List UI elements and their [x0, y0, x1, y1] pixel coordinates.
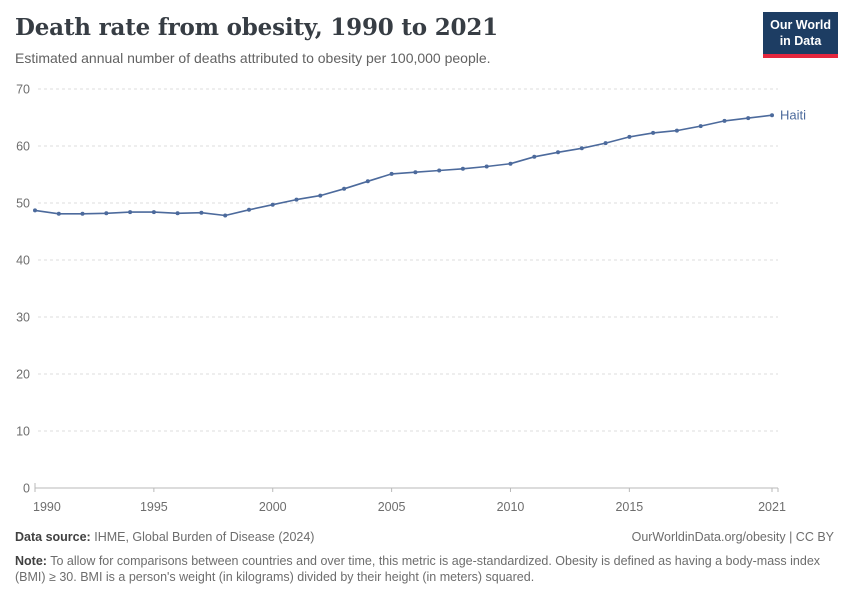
data-point	[508, 161, 513, 166]
data-point	[56, 211, 61, 216]
data-point	[413, 170, 418, 175]
y-tick-label: 0	[23, 482, 30, 496]
x-tick-label: 2000	[259, 500, 287, 514]
y-tick-label: 50	[16, 197, 30, 211]
data-point	[128, 210, 133, 215]
chart-subtitle: Estimated annual number of deaths attrib…	[15, 50, 491, 66]
x-tick-label: 2005	[378, 500, 406, 514]
chart-note: Note: To allow for comparisons between c…	[15, 554, 834, 586]
data-point	[104, 211, 109, 216]
y-tick-label: 20	[16, 368, 30, 382]
data-point	[318, 193, 323, 198]
y-tick-label: 40	[16, 254, 30, 268]
owid-logo-line2: in Data	[779, 33, 822, 48]
page-title: Death rate from obesity, 1990 to 2021	[15, 14, 498, 41]
y-tick-label: 70	[16, 83, 30, 97]
owid-logo[interactable]: Our World in Data	[763, 12, 838, 59]
chart-area: 0 10 20 30 40 50 60 70 1990 1995 2000 2005 2010 2015 2…	[0, 78, 850, 528]
data-point	[270, 202, 275, 207]
data-point	[247, 207, 251, 212]
data-source-value: IHME, Global Burden of Disease (2024)	[94, 530, 315, 544]
data-point	[80, 211, 85, 216]
data-point	[437, 168, 442, 173]
chart-footer: Data source: IHME, Global Burden of Dise…	[15, 530, 834, 586]
data-point	[175, 211, 180, 216]
data-point	[199, 210, 204, 215]
chart-note-text: To allow for comparisons between countri…	[15, 554, 821, 584]
data-line	[34, 114, 773, 217]
data-point	[365, 179, 370, 184]
data-point	[698, 124, 703, 129]
x-tick-label: 2015	[615, 500, 643, 514]
owid-logo-line1: Our World	[770, 18, 831, 32]
data-point	[651, 130, 656, 135]
data-point	[532, 154, 537, 159]
data-source-label: Data source:	[15, 530, 91, 544]
x-tick-label: 1990	[33, 500, 61, 514]
data-point	[342, 186, 347, 191]
data-point	[722, 118, 727, 123]
data-point	[484, 164, 489, 169]
data-point	[746, 116, 751, 121]
series-end-label: Haiti	[780, 108, 806, 123]
data-point	[627, 134, 632, 139]
data-point	[579, 146, 584, 151]
series-haiti: Haiti	[33, 108, 806, 218]
data-source: Data source: IHME, Global Burden of Dise…	[15, 530, 314, 544]
x-tick-label: 2010	[497, 500, 525, 514]
chart-note-label: Note:	[15, 554, 47, 568]
data-point	[33, 208, 37, 213]
data-point	[770, 113, 774, 118]
data-point	[674, 128, 679, 133]
x-axis: 1990 1995 2000 2005 2010 2015 2021	[33, 483, 786, 514]
x-tick-label: 2021	[758, 500, 786, 514]
license-link[interactable]: OurWorldinData.org/obesity | CC BY	[631, 530, 834, 544]
data-point	[223, 213, 228, 218]
data-point	[556, 150, 560, 155]
data-point	[603, 141, 608, 146]
chart-svg: 0 10 20 30 40 50 60 70 1990 1995 2000 2005 2010 2015 2…	[16, 83, 806, 515]
gridlines: 0 10 20 30 40 50 60 70	[16, 83, 778, 496]
data-point	[389, 171, 394, 176]
y-tick-label: 30	[16, 311, 30, 325]
data-point	[460, 166, 465, 171]
chart-header: Death rate from obesity, 1990 to 2021 Es…	[15, 14, 750, 66]
y-tick-label: 60	[16, 140, 30, 154]
data-point	[151, 210, 156, 215]
y-tick-label: 10	[16, 425, 30, 439]
x-tick-label: 1995	[140, 500, 168, 514]
data-point	[294, 197, 299, 202]
